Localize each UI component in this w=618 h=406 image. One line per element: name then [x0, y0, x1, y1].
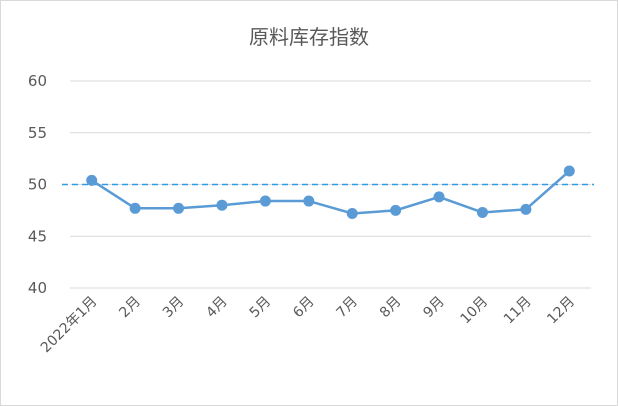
- data-point: [563, 165, 575, 177]
- data-point: [129, 202, 141, 214]
- data-point: [86, 174, 98, 186]
- data-point: [303, 195, 315, 207]
- x-tick-label: 6月: [290, 294, 318, 322]
- x-tick-label: 8月: [377, 294, 405, 322]
- y-tick-label: 60: [28, 72, 47, 90]
- chart-title: 原料库存指数: [249, 25, 369, 49]
- data-point: [173, 202, 185, 214]
- x-tick-label: 9月: [420, 294, 448, 322]
- series-line: [91, 170, 571, 215]
- data-point: [390, 204, 402, 216]
- x-tick-label: 3月: [160, 294, 188, 322]
- y-tick-label: 45: [28, 227, 47, 245]
- data-point: [259, 195, 271, 207]
- data-point: [346, 207, 358, 219]
- data-point: [216, 199, 228, 211]
- x-tick-label: 2022年1月: [38, 294, 101, 357]
- x-tick-label: 12月: [544, 294, 578, 328]
- series-group: [86, 165, 575, 219]
- data-point: [433, 191, 445, 203]
- x-tick-label: 2月: [116, 294, 144, 322]
- data-point: [520, 203, 532, 215]
- x-axis-ticks: 2022年1月 2月 3月 4月 5月 6月 7月 8月 9月 10月 11月 12月: [38, 294, 578, 357]
- y-axis-ticks: 40 45 50 55 60: [28, 72, 47, 297]
- x-tick-label: 11月: [501, 294, 535, 328]
- x-tick-label: 7月: [334, 294, 362, 322]
- y-tick-label: 40: [28, 279, 47, 297]
- y-tick-label: 50: [28, 176, 47, 194]
- x-tick-label: 10月: [457, 294, 491, 328]
- y-tick-label: 55: [28, 124, 47, 142]
- data-point: [476, 206, 488, 218]
- x-tick-label: 4月: [203, 294, 231, 322]
- x-tick-label: 5月: [247, 294, 275, 322]
